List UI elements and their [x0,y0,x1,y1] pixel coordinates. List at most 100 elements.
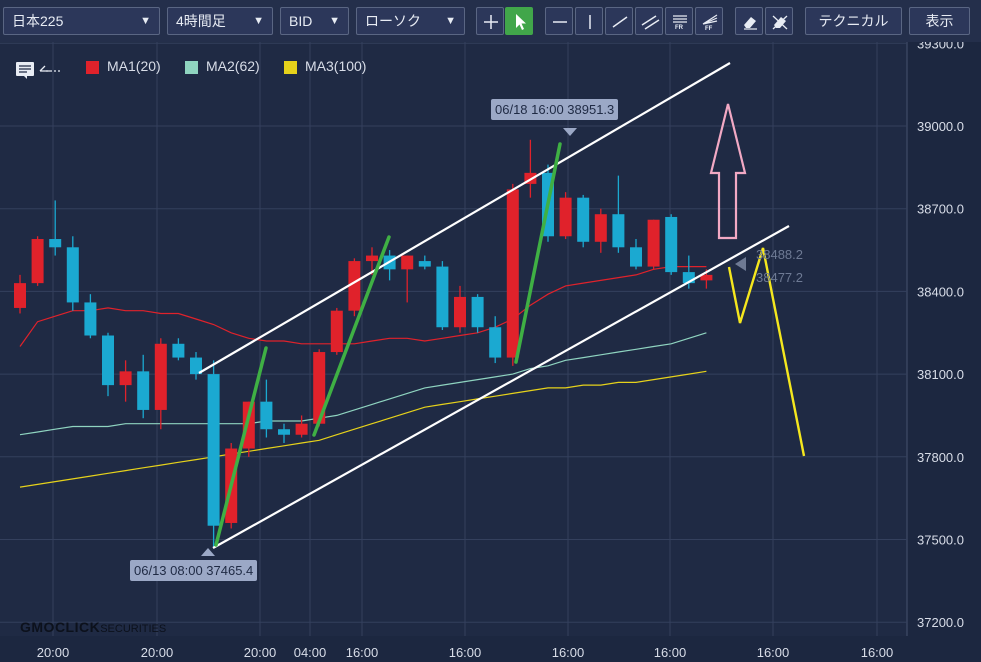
candle-body [630,247,642,267]
candle-body [190,357,202,375]
candle-body [418,261,431,267]
x-tick-label: 16:00 [654,645,687,660]
erase-all-button[interactable] [765,7,793,35]
erase-all-icon [772,15,788,30]
symbol-select[interactable]: 日本225 ▼ [3,7,160,35]
candle [119,360,132,402]
candle-body [559,197,572,237]
timeframe-label: 4時間足 [176,13,226,29]
y-tick-label: 37200.0 [917,615,964,630]
fibonacci-fan-icon [702,14,718,25]
y-tick-label: 38400.0 [917,284,964,299]
candle [313,349,326,427]
channel-upper-line [198,62,731,374]
low-tip-pointer [201,548,215,556]
timeframe-select[interactable]: 4時間足 ▼ [167,7,273,35]
y-tick-label: 37800.0 [917,450,964,465]
y-tick-label: 38700.0 [917,202,964,217]
pointer-button[interactable] [505,7,533,35]
price-label-bid: 38488.2 [756,247,803,262]
candle [207,360,220,548]
x-tick-label: 16:00 [861,645,894,660]
logo-main: GMOCLICK [20,619,101,635]
parallel-channel-button[interactable] [635,7,663,35]
candle-body [84,302,97,336]
eraser-icon [744,17,757,30]
y-tick-label: 39000.0 [917,119,964,134]
candle-body [172,343,185,358]
candle [154,338,167,430]
ff-label: FF [705,26,713,32]
candle-body [612,214,625,248]
candle-body [348,261,361,311]
candlestick-chart[interactable]: 37200.0 37500.0 37800.0 38100.0 38400.0 38700… [0,42,981,662]
candle [647,219,660,270]
crosshair-button[interactable] [476,7,504,35]
ma2-line [19,332,707,436]
price-type-label: BID [289,13,313,29]
candle-body [119,371,132,386]
ma1-line [19,266,707,347]
x-tick-label: 20:00 [244,645,277,660]
candle-body [647,219,660,267]
fibonacci-retracement-button[interactable]: FR [665,7,693,35]
legend-ma2[interactable]: MA2(62) [206,58,260,74]
candle [436,261,449,330]
fibonacci-fan-button[interactable]: FF [695,7,723,35]
chart-style-select[interactable]: ローソク ▼ [356,7,465,35]
legend-ma1[interactable]: MA1(20) [107,58,161,74]
trend-line-icon [612,16,628,28]
legend-swatch-ma2 [185,61,198,74]
gmo-click-logo: GMOCLICKSECURITIES [20,619,166,635]
vertical-line-button[interactable] [575,7,603,35]
display-button[interactable]: 表示 [909,7,970,35]
candle [630,239,642,270]
candle-body [154,343,167,410]
low-price-tooltip: 06/13 08:00 37465.4 [130,560,258,581]
trend-line-button[interactable] [605,7,633,35]
legend-ma3[interactable]: MA3(100) [305,58,367,74]
legend-toggle-icon[interactable] [15,60,65,80]
price-label-ask: 38477.2 [756,270,803,285]
arrow-up-icon [709,103,747,240]
candle [102,332,114,397]
x-tick-label: 04:00 [294,645,327,660]
display-label: 表示 [925,13,954,29]
candle [49,200,62,256]
candle [594,208,607,253]
vertical-line-icon [589,15,591,29]
y-axis-panel [907,42,981,662]
candle-body [242,401,255,449]
candle [471,294,484,333]
high-price-tooltip: 06/18 16:00 38951.3 [491,99,619,120]
candle-body [278,429,290,435]
technical-label: テクニカル [818,13,889,29]
candle [14,274,26,314]
candle-body [436,266,449,328]
price-type-select[interactable]: BID ▼ [280,7,349,35]
candle-body [49,239,62,248]
horizontal-line-button[interactable] [545,7,573,35]
candle-body [700,274,713,281]
eraser-button[interactable] [735,7,763,35]
chevron-down-icon: ▼ [329,15,340,27]
candle-body [594,214,607,242]
candle-body [330,310,343,353]
candle [190,352,202,380]
chevron-down-icon: ▼ [140,15,151,27]
high-tip-pointer [563,128,577,136]
legend-swatch-ma1 [86,61,99,74]
candle [506,183,519,366]
candle-body [14,283,26,308]
candle-body [313,352,326,424]
candle-body [665,216,678,273]
candle [278,423,290,444]
horizontal-line-icon [553,21,567,23]
candle-body [366,255,378,262]
fibonacci-retracement-icon [673,15,687,23]
fr-label: FR [675,25,683,31]
technical-button[interactable]: テクニカル [805,7,902,35]
y-tick-label: 39300.0 [917,42,964,51]
y-tick-label: 38100.0 [917,367,964,382]
candle [577,194,590,248]
